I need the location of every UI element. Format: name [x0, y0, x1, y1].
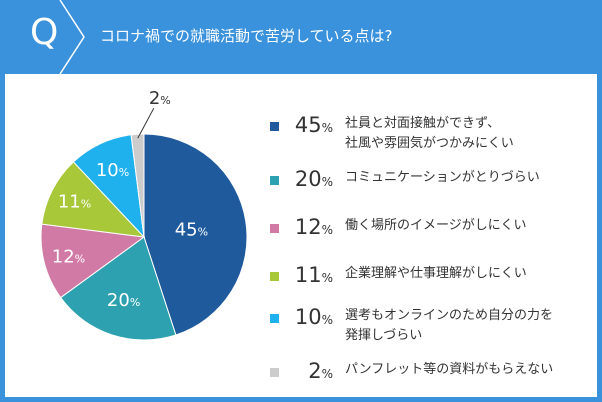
chevron-divider-icon	[59, 0, 85, 74]
legend-item: 12% 働く場所のイメージがしにくい	[270, 212, 590, 242]
legend-item: 11% 企業理解や仕事理解がしにくい	[270, 260, 590, 290]
slice-label: 45%	[175, 219, 208, 240]
slice-label: 10%	[96, 160, 129, 181]
pie-slice	[143, 133, 248, 336]
q-mark: Q	[30, 12, 59, 53]
legend-label: 企業理解や仕事理解がしにくい	[345, 266, 527, 281]
pie-slice	[41, 161, 146, 238]
legend-swatch	[270, 314, 279, 323]
legend-label: パンフレット等の資料がもらえない	[345, 362, 554, 377]
leader-line	[137, 107, 155, 139]
legend-percent: 45%	[294, 113, 333, 137]
legend-label: 働く場所のイメージがしにくい	[345, 218, 527, 233]
slice-label: 12%	[52, 246, 85, 267]
legend-percent: 2%	[308, 359, 333, 383]
legend-percent: 20%	[294, 167, 333, 191]
legend-label: 選考もオンラインのため自分の力を 発揮しづらい	[345, 308, 554, 343]
pie-slice	[59, 236, 177, 341]
chart-panel: 45% 20% 12% 11% 10% 2% 45% 社員と対面接触ができず、 社風や雰囲気が…	[5, 74, 597, 397]
question-text: コロナ禍での就職活動で苦労している点は?	[100, 27, 393, 45]
legend-item: 45% 社員と対面接触ができず、 社風や雰囲気がつかみにくい	[270, 110, 590, 154]
slice-label: 20%	[107, 290, 140, 311]
slice-label: 11%	[58, 192, 91, 213]
question-header: Q コロナ禍での就職活動で苦労している点は?	[0, 0, 602, 74]
pie-slice	[40, 223, 146, 299]
pie-chart: 45% 20% 12% 11%10% 2%	[40, 88, 248, 341]
legend-label: コミュニケーションがとりづらい	[345, 170, 540, 185]
legend-swatch	[270, 272, 279, 281]
chart-legend: 45% 社員と対面接触ができず、 社風や雰囲気がつかみにくい 20% コミュニケーション…	[270, 110, 590, 386]
legend-swatch	[270, 176, 279, 185]
legend-percent: 11%	[294, 263, 333, 287]
legend-label: 社員と対面接触ができず、 社風や雰囲気がつかみにくい	[345, 116, 514, 151]
legend-item: 2% パンフレット等の資料がもらえない	[270, 356, 590, 386]
legend-percent: 10%	[294, 305, 333, 329]
legend-swatch	[270, 122, 279, 131]
legend-swatch	[270, 224, 279, 233]
pie-slice	[130, 133, 145, 238]
legend-percent: 12%	[294, 215, 333, 239]
legend-item: 10% 選考もオンラインのため自分の力を 発揮しづらい	[270, 302, 590, 346]
slice-label: 2%	[149, 88, 171, 109]
legend-swatch	[270, 368, 279, 377]
legend-item: 20% コミュニケーションがとりづらい	[270, 164, 590, 194]
